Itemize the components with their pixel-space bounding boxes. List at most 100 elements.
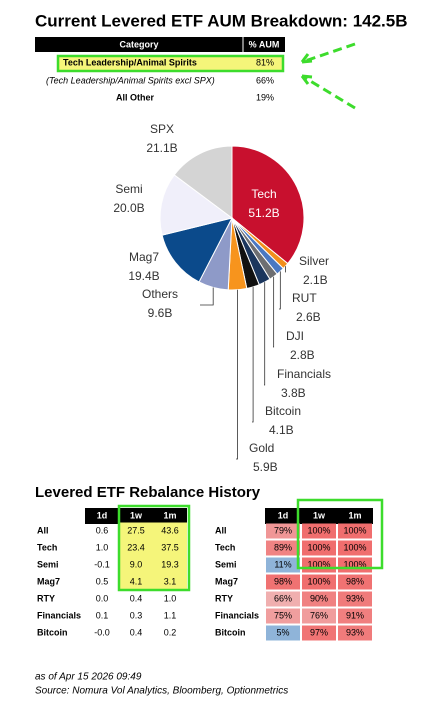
col-header: 1w <box>130 510 143 520</box>
cell: 97% <box>310 627 328 637</box>
cell: 66% <box>274 593 292 603</box>
row-label: Financials <box>215 610 259 620</box>
cell: 76% <box>310 610 328 620</box>
leader-line <box>252 286 254 423</box>
table-header-bg <box>265 508 373 524</box>
cell: 0.2 <box>164 627 177 637</box>
cell: 27.5 <box>127 525 145 535</box>
cell: 1.0 <box>164 593 177 603</box>
cell: 100% <box>307 525 330 535</box>
cell: -0.0 <box>94 627 110 637</box>
slice-value: 2.1B <box>303 273 328 287</box>
pie-slice <box>231 145 305 265</box>
row-label: Semi <box>215 559 237 569</box>
cell: 90% <box>310 593 328 603</box>
slice-value: 51.2B <box>248 206 279 220</box>
heat-cell <box>338 523 372 539</box>
cell: 0.0 <box>96 593 109 603</box>
row-label: All <box>215 525 227 535</box>
heat-cell <box>266 574 300 590</box>
highlight-cell <box>153 539 187 557</box>
heat-cell <box>266 625 300 641</box>
col-header: 1w <box>313 510 326 520</box>
header-bg <box>35 37 285 52</box>
highlight-cell <box>153 522 187 540</box>
arrows <box>300 42 356 110</box>
slice-label: Tech <box>251 187 276 201</box>
slice-label: Gold <box>249 441 274 455</box>
leader-line <box>236 289 238 460</box>
row-label: Semi <box>37 559 59 569</box>
green-box <box>296 498 384 570</box>
heat-cell <box>266 608 300 624</box>
highlight-cell <box>119 522 153 540</box>
heat-cell <box>338 591 372 607</box>
row-label: Mag7 <box>37 576 60 586</box>
slice-value: 20.0B <box>113 201 144 215</box>
cell: 43.6 <box>161 525 179 535</box>
section-title: Levered ETF Rebalance History <box>35 484 261 501</box>
slice-value: 21.1B <box>146 141 177 155</box>
slice-label: Bitcoin <box>265 404 301 418</box>
cell: 0.3 <box>130 610 143 620</box>
cell: 5% <box>276 627 289 637</box>
slice-label: Financials <box>277 367 331 381</box>
leader-line <box>279 271 281 310</box>
row-value: 66% <box>256 75 274 85</box>
slice-value: 9.6B <box>148 306 173 320</box>
header-cell: % AUM <box>249 39 280 49</box>
cell: -0.1 <box>94 559 110 569</box>
row-label: All Other <box>116 92 155 102</box>
col-header: 1m <box>348 510 361 520</box>
cell: 19.3 <box>161 559 179 569</box>
highlight-cell <box>119 556 153 574</box>
heat-cell <box>302 608 336 624</box>
highlight-cell <box>153 556 187 574</box>
slice-value: 2.6B <box>296 310 321 324</box>
cell: 79% <box>274 525 292 535</box>
heat-cell <box>266 557 300 573</box>
row-label: All <box>37 525 49 535</box>
col-header: 1m <box>163 510 176 520</box>
cell: 100% <box>307 576 330 586</box>
row-label: Tech <box>215 542 235 552</box>
cell: 9.0 <box>130 559 143 569</box>
cell: 0.4 <box>130 593 143 603</box>
pie-slice <box>173 145 233 219</box>
green-box <box>117 504 191 592</box>
slice-value: 4.1B <box>269 423 294 437</box>
footer-source: Source: Nomura Vol Analytics, Bloomberg,… <box>35 686 288 697</box>
row-label: (Tech Leadership/Animal Spirits excl SPX… <box>46 75 215 85</box>
row-label: Financials <box>37 610 81 620</box>
header-cell: Category <box>119 39 158 49</box>
heat-cell <box>338 574 372 590</box>
cell: 75% <box>274 610 292 620</box>
row-label: Bitcoin <box>215 627 246 637</box>
pie-slice <box>159 174 234 236</box>
slice-label: Semi <box>115 182 142 196</box>
row-label: Mag7 <box>215 576 238 586</box>
heat-cell <box>266 591 300 607</box>
footer-date: as of Apr 15 2026 09:49 <box>35 672 142 683</box>
heat-cell <box>302 523 336 539</box>
leader-line <box>200 287 214 306</box>
row-value: 81% <box>256 57 274 67</box>
cell: 0.6 <box>96 525 109 535</box>
table-header-bg <box>85 508 187 524</box>
pie-slice <box>161 217 233 283</box>
cell: 0.5 <box>96 576 109 586</box>
cell: 93% <box>346 593 364 603</box>
heat-cell <box>302 540 336 556</box>
slice-value: 2.8B <box>290 348 315 362</box>
cell: 89% <box>274 542 292 552</box>
slice-label: RUT <box>292 291 317 305</box>
col-header: 1d <box>278 510 289 520</box>
heat-cell <box>338 625 372 641</box>
highlight-cell <box>119 539 153 557</box>
cell: 100% <box>343 542 366 552</box>
leader-line <box>264 282 266 386</box>
cell: 98% <box>274 576 292 586</box>
row-label: RTY <box>37 593 55 603</box>
row-label: RTY <box>215 593 233 603</box>
